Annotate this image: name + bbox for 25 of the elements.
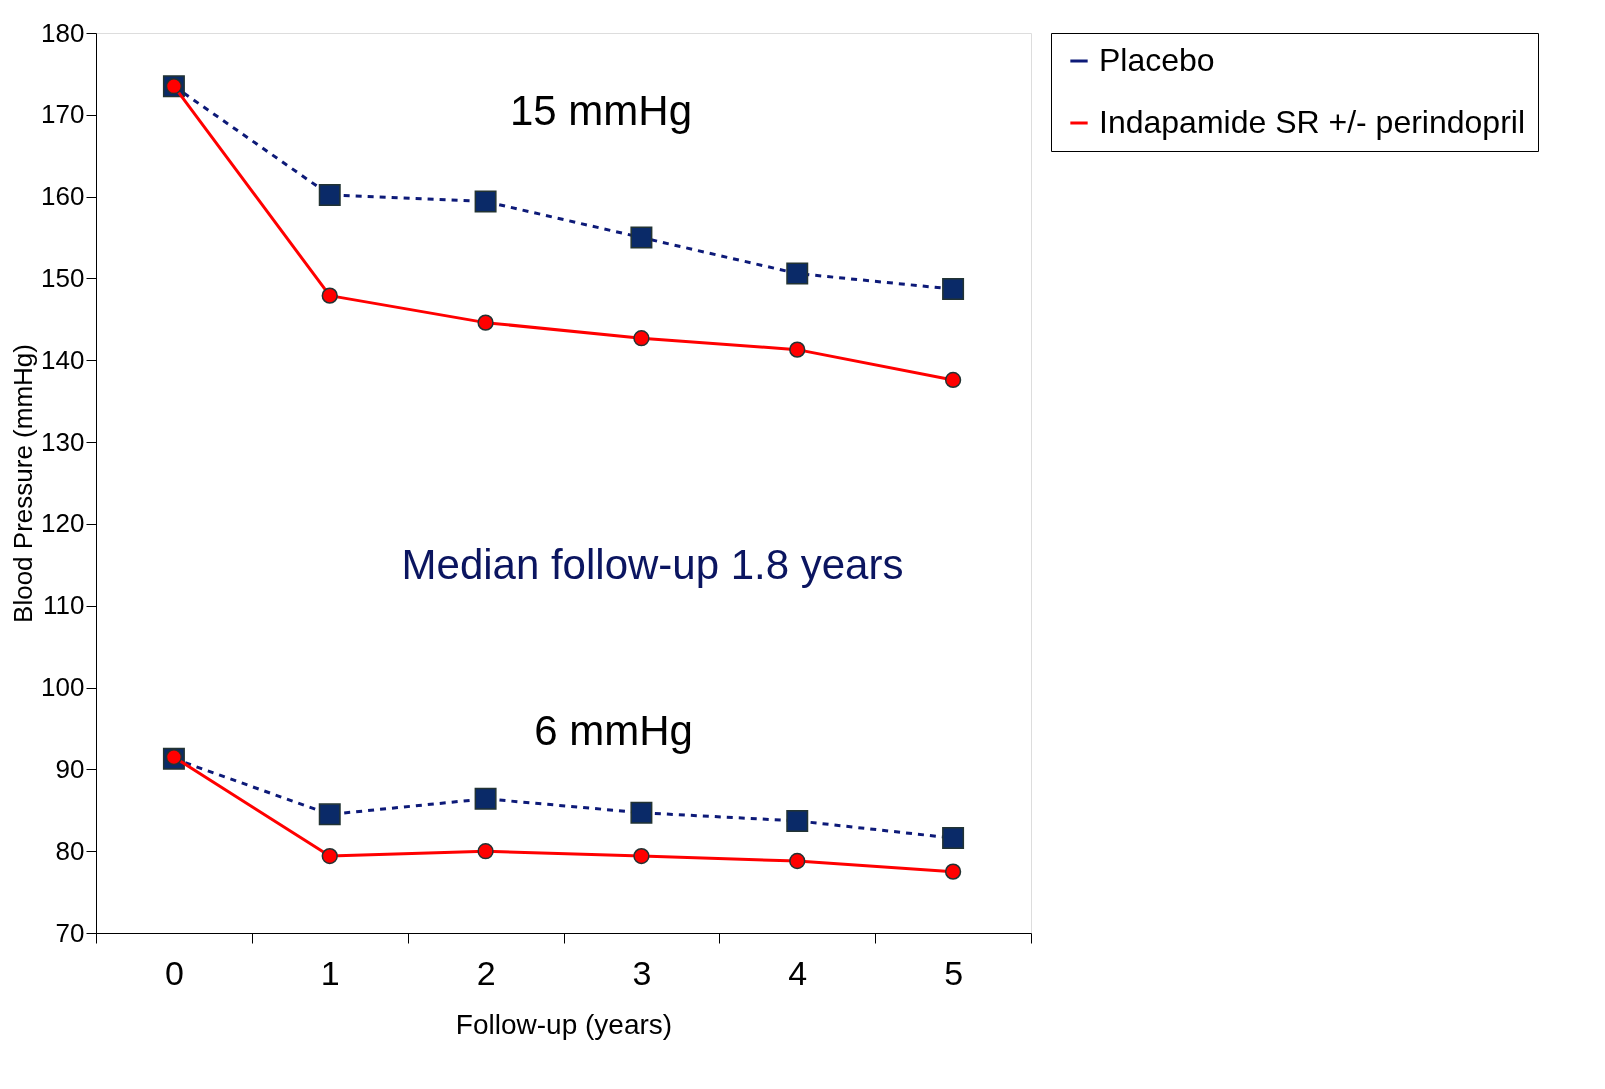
y-tick-label: 100 (41, 672, 85, 703)
y-tick-label: 80 (55, 835, 85, 866)
x-axis-title: Follow-up (years) (455, 1008, 673, 1040)
y-tick-label: 70 (55, 917, 85, 948)
annotation: 15 mmHg (509, 87, 693, 134)
y-tick-label: 140 (41, 344, 85, 375)
y-tick-label: 90 (55, 753, 85, 784)
y-tick-label: 110 (43, 590, 85, 621)
annotation: Median follow-up 1.8 years (401, 540, 904, 588)
x-tick-label: 4 (788, 953, 808, 992)
y-tick-label: 180 (41, 17, 85, 48)
x-tick-label: 5 (944, 953, 964, 992)
x-tick-label: 3 (632, 953, 652, 992)
y-tick-label: 170 (41, 99, 85, 130)
y-axis-title: Blood Pressure (mmHg) (8, 344, 39, 623)
annotation: 6 mmHg (534, 707, 693, 754)
y-tick-label: 130 (41, 426, 85, 457)
y-tick-label: 120 (41, 508, 85, 539)
legend-label: Indapamide SR +/- perindopril (1099, 104, 1526, 140)
x-tick-label: 1 (320, 953, 340, 992)
legend-label: Placebo (1099, 42, 1215, 78)
y-tick-label: 160 (41, 181, 85, 212)
y-tick-label: 150 (41, 262, 85, 293)
x-tick-label: 2 (476, 953, 496, 992)
x-tick-label: 0 (164, 953, 184, 992)
